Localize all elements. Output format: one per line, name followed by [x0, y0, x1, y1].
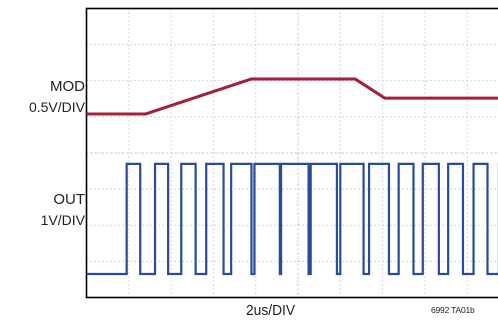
mod-trace: [86, 77, 498, 116]
mod-channel-label: MOD: [50, 78, 85, 95]
mod-scale-label: 0.5V/DIV: [28, 99, 85, 115]
x-axis-label: 2us/DIV: [246, 302, 296, 319]
grid: [86, 8, 498, 298]
out-trace: [86, 162, 498, 276]
out-channel-label: OUT: [53, 191, 85, 208]
out-scale-label: 1V/DIV: [40, 212, 85, 228]
figure-id: 6992 TA01b: [431, 305, 475, 315]
plot-frame: [85, 7, 498, 299]
